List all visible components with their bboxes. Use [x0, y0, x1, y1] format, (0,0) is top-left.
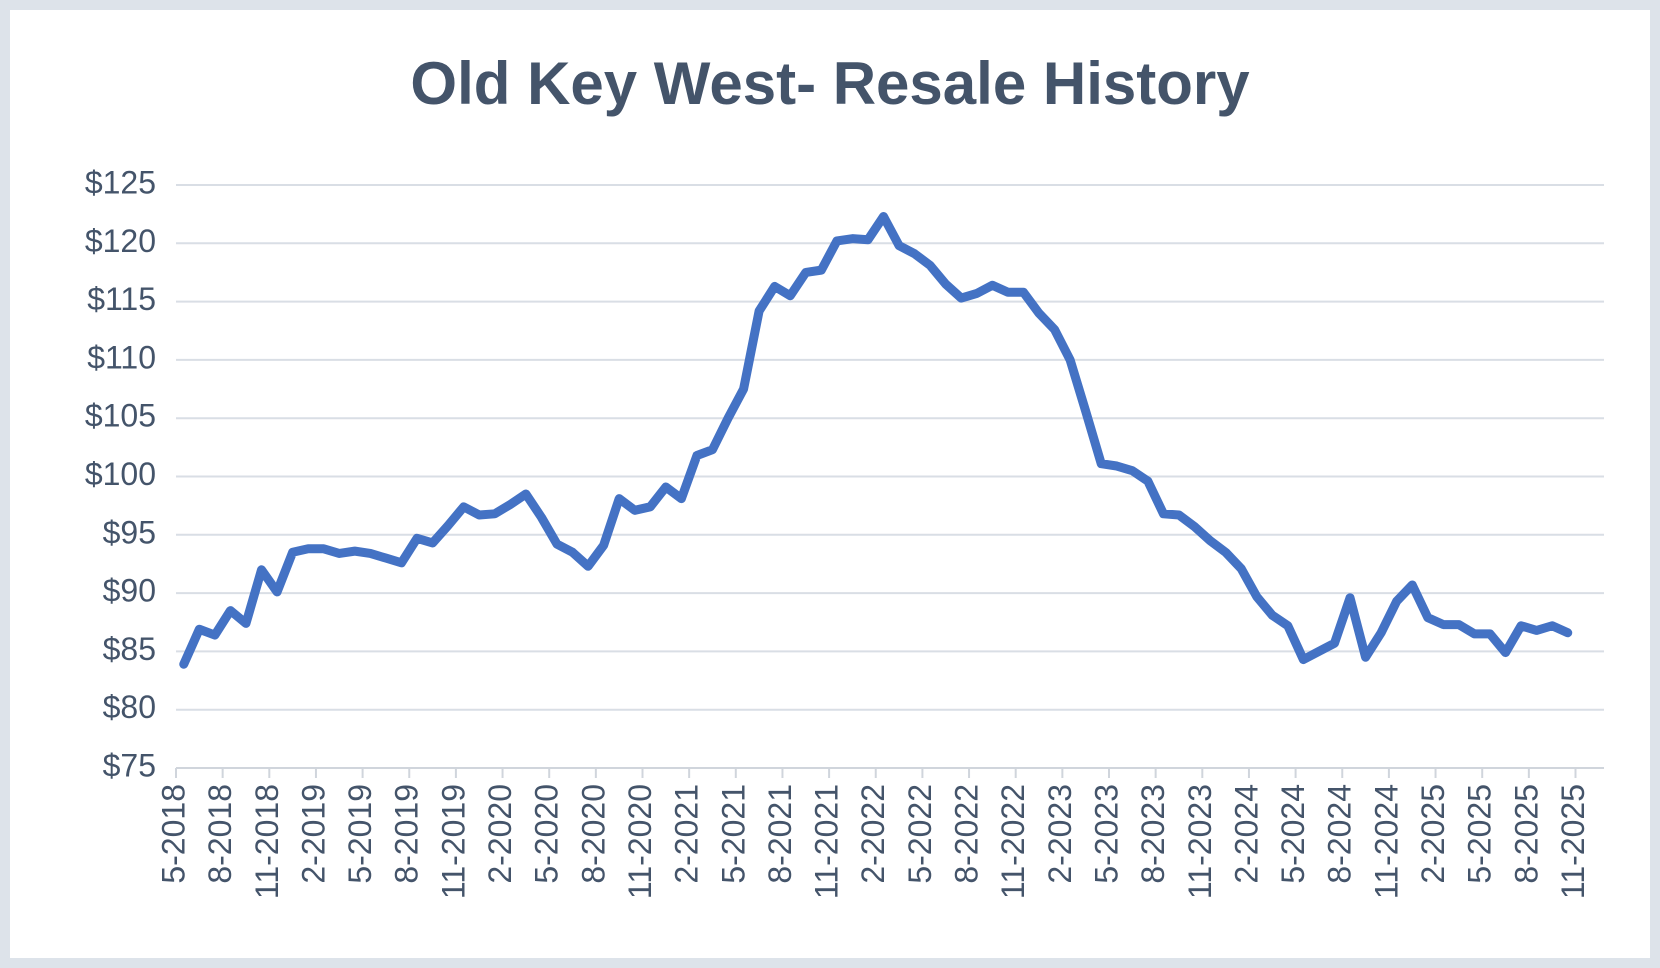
x-tick-label: 2-2023	[1042, 784, 1078, 884]
y-tick-label: $120	[85, 223, 156, 259]
x-tick-label: 2-2020	[482, 784, 518, 884]
y-tick-label: $80	[103, 689, 156, 725]
x-tick-label: 5-2022	[902, 784, 938, 884]
x-tick-label: 2-2024	[1228, 784, 1264, 884]
x-tick-label: 11-2021	[809, 784, 845, 899]
x-tick-label: 11-2022	[995, 784, 1031, 899]
y-tick-label: $105	[85, 398, 156, 434]
x-tick-label: 2-2021	[669, 784, 705, 884]
y-tick-label: $110	[87, 339, 156, 375]
x-tick-label: 5-2019	[342, 784, 378, 884]
x-tick-label: 11-2020	[622, 784, 658, 899]
x-tick-label: 8-2024	[1322, 784, 1358, 884]
x-tick-label: 11-2019	[435, 784, 471, 899]
x-tick-label: 5-2023	[1088, 784, 1124, 884]
x-tick-label: 8-2023	[1135, 784, 1171, 884]
y-tick-label: $115	[87, 281, 156, 317]
y-tick-label: $100	[85, 456, 156, 492]
x-tick-label: 5-2021	[715, 784, 751, 884]
x-tick-label: 2-2025	[1415, 784, 1451, 884]
x-tick-label: 8-2018	[202, 784, 238, 884]
y-tick-label: $125	[85, 164, 156, 200]
y-tick-label: $85	[103, 631, 156, 667]
x-tick-label: 11-2024	[1368, 784, 1404, 899]
x-tick-label: 8-2022	[949, 784, 985, 884]
x-tick-label: 5-2018	[155, 784, 191, 884]
x-tick-label: 8-2020	[575, 784, 611, 884]
y-tick-label: $75	[103, 747, 156, 783]
x-tick-label: 5-2020	[529, 784, 565, 884]
data-line	[179, 211, 1573, 669]
chart-title: Old Key West- Resale History	[410, 50, 1250, 117]
y-tick-label: $95	[103, 514, 156, 550]
x-tick-label: 5-2025	[1462, 784, 1498, 884]
x-tick-label: 11-2025	[1555, 784, 1591, 899]
x-tick-label: 8-2019	[389, 784, 425, 884]
x-tick-label: 8-2021	[762, 784, 798, 884]
x-tick-label: 11-2023	[1182, 784, 1218, 899]
chart-area	[10, 10, 1650, 958]
x-tick-label: 11-2018	[249, 784, 285, 899]
x-tick-label: 8-2025	[1508, 784, 1544, 884]
x-tick-label: 5-2024	[1275, 784, 1311, 884]
x-tick-label: 2-2022	[855, 784, 891, 884]
x-tick-label: 2-2019	[295, 784, 331, 884]
y-tick-label: $90	[103, 573, 156, 609]
